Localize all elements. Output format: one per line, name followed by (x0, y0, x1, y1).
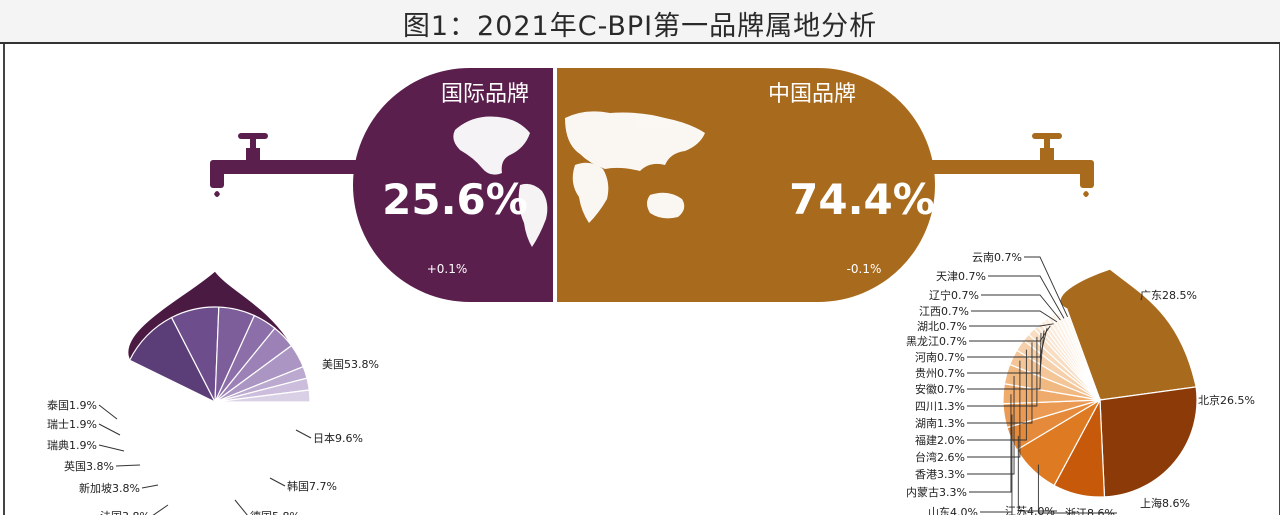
pie-label-江苏: 江苏4.0% (1005, 505, 1055, 515)
leader-line (98, 423, 121, 436)
leader-line (152, 504, 169, 515)
pie-label-贵州: 贵州0.7% (915, 367, 965, 380)
leader-line (967, 360, 1021, 458)
leader-line (971, 310, 1058, 323)
leader-line (141, 484, 159, 489)
leader-line (98, 404, 118, 420)
tank-left-percent: 25.6% (382, 175, 528, 224)
pie-label-新加坡: 新加坡3.8% (79, 481, 140, 495)
tank: 国际品牌 中国品牌 25.6% 74.4% +0.1% -0.1% (353, 68, 935, 302)
leader-line (967, 342, 1033, 424)
pie-label-瑞士: 瑞士1.9% (47, 417, 97, 431)
tank-right-percent: 74.4% (789, 175, 935, 224)
pie-label-四川: 四川1.3% (915, 400, 965, 413)
leader-line (115, 464, 141, 467)
title-bar: 图1：2021年C-BPI第一品牌属地分析 (0, 0, 1280, 44)
pie-label-日本: 日本9.6% (313, 431, 363, 445)
pie-label-内蒙古: 内蒙古3.3% (906, 485, 967, 499)
pie-label-安徽: 安徽0.7% (915, 382, 965, 396)
leader-line (969, 323, 1054, 327)
pie-label-云南: 云南0.7% (972, 251, 1022, 264)
leader-line (295, 429, 312, 439)
pie-label-泰国: 泰国1.9% (47, 398, 97, 412)
pie-label-瑞典: 瑞典1.9% (47, 438, 97, 452)
leader-line (981, 294, 1061, 321)
pie-label-香港: 香港3.3% (915, 468, 965, 481)
pie-label-天津: 天津0.7% (936, 270, 986, 283)
leader-line (988, 275, 1065, 319)
leader-line (269, 477, 286, 487)
international-pie: 美国53.8% 日本9.6% 韩国7.7% 德国5.8% 法国3.8% 新加坡3.8% 英国… (47, 270, 379, 515)
leader-line (98, 444, 125, 452)
world-map-icon (453, 111, 705, 247)
pie-label-湖南: 湖南1.3% (915, 417, 965, 430)
pie-label-美国: 美国53.8% (322, 358, 379, 371)
china-pie: 广东28.5% 北京26.5% 上海8.6% 浙江8.6% 江苏4.0% 山东4.0% 内蒙… (906, 251, 1255, 515)
pie-label-江西: 江西0.7% (919, 305, 969, 318)
leader-line (967, 336, 1038, 407)
leader-line (1017, 435, 1057, 512)
pie-label-台湾: 台湾2.6% (915, 450, 965, 464)
leader-line (969, 394, 1012, 493)
leader-line (967, 349, 1027, 441)
right-faucet-icon (915, 133, 1094, 197)
tank-left-change: +0.1% (427, 262, 468, 276)
tank-right-change: -0.1% (847, 262, 882, 276)
pie-label-北京: 北京26.5% (1198, 393, 1255, 407)
pie-label-浙江: 浙江8.6% (1065, 507, 1115, 515)
leader-line (1024, 256, 1068, 318)
left-faucet-icon (210, 133, 383, 197)
pie-slice-广东 (1059, 268, 1197, 401)
leader-line (967, 333, 1042, 390)
pie-label-湖北: 湖北0.7% (917, 320, 967, 333)
leader-line (980, 414, 1013, 513)
pie-slice-云南 (1061, 308, 1101, 401)
pie-slice-北京 (1099, 386, 1198, 498)
chart-title: 图1：2021年C-BPI第一品牌属地分析 (402, 11, 878, 42)
pie-label-英国: 英国3.8% (64, 459, 114, 473)
leader-line (234, 499, 248, 515)
pie-label-德国: 德国5.8% (250, 509, 300, 515)
pie-label-韩国: 韩国7.7% (287, 479, 337, 493)
tank-left-label: 国际品牌 (441, 82, 529, 107)
leader-line (969, 325, 1051, 342)
pie-label-河南: 河南0.7% (915, 351, 965, 364)
leader-line (967, 376, 1015, 475)
pie-label-福建: 福建2.0% (915, 433, 965, 447)
pie-slice-泰国 (214, 389, 311, 403)
pie-label-广东: 广东28.5% (1140, 289, 1197, 302)
pie-label-黑龙江: 黑龙江0.7% (906, 335, 967, 348)
tank-right-label: 中国品牌 (768, 82, 856, 107)
pie-label-法国: 法国3.8% (100, 509, 150, 515)
pie-label-上海: 上海8.6% (1140, 496, 1190, 510)
pie-label-山东: 山东4.0% (928, 506, 978, 515)
pie-label-辽宁: 辽宁0.7% (929, 288, 979, 302)
leader-line (1037, 464, 1117, 514)
leader-line (967, 328, 1048, 358)
